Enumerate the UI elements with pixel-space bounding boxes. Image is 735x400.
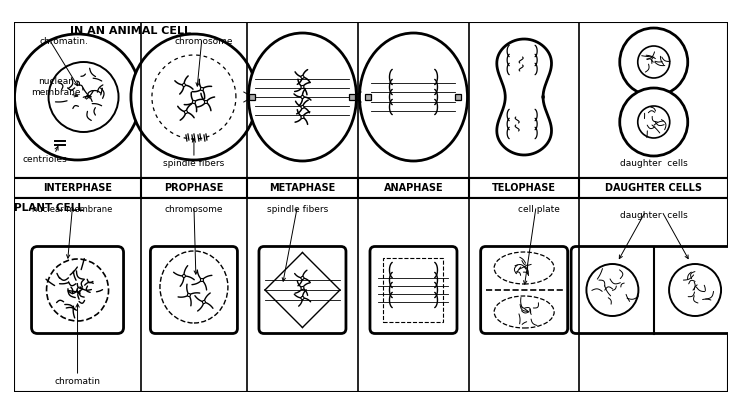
Circle shape	[15, 34, 140, 160]
Bar	[349, 94, 356, 100]
Circle shape	[301, 286, 304, 290]
Circle shape	[301, 116, 304, 118]
Circle shape	[184, 110, 187, 114]
Circle shape	[620, 88, 688, 156]
Circle shape	[131, 34, 257, 160]
Text: TELOPHASE: TELOPHASE	[492, 183, 556, 193]
Text: nuclear
membrane: nuclear membrane	[31, 77, 80, 97]
Circle shape	[301, 106, 304, 108]
Circle shape	[301, 276, 304, 280]
FancyBboxPatch shape	[481, 246, 567, 334]
Circle shape	[182, 274, 185, 278]
Bar	[249, 94, 256, 100]
Circle shape	[202, 300, 205, 304]
FancyBboxPatch shape	[370, 246, 457, 334]
Text: daughter  cells: daughter cells	[620, 212, 688, 220]
Text: nuclear membrane: nuclear membrane	[32, 204, 112, 214]
Text: chromosome: chromosome	[175, 38, 233, 46]
Circle shape	[620, 28, 688, 96]
Text: DAUGHTER CELLS: DAUGHTER CELLS	[605, 183, 702, 193]
Text: PLANT CELL: PLANT CELL	[14, 203, 84, 213]
Bar	[14, 198, 728, 392]
Ellipse shape	[160, 251, 228, 323]
Text: spindle fibers: spindle fibers	[267, 204, 328, 214]
Bar	[384, 258, 443, 322]
Text: IN AN ANIMAL CELL: IN AN ANIMAL CELL	[70, 26, 191, 36]
Text: cell plate: cell plate	[518, 204, 560, 214]
Circle shape	[182, 84, 185, 86]
Text: INTERPHASE: INTERPHASE	[43, 183, 112, 193]
Circle shape	[638, 46, 670, 78]
Bar	[0, 392, 735, 400]
Text: spindle fibers: spindle fibers	[163, 160, 225, 168]
FancyBboxPatch shape	[571, 246, 735, 334]
Ellipse shape	[494, 296, 554, 328]
Circle shape	[669, 264, 721, 316]
Ellipse shape	[248, 33, 356, 161]
Text: ANAPHASE: ANAPHASE	[384, 183, 443, 193]
FancyBboxPatch shape	[32, 246, 123, 334]
Circle shape	[193, 100, 196, 104]
Circle shape	[201, 278, 204, 282]
Circle shape	[638, 106, 670, 138]
Circle shape	[587, 264, 639, 316]
Bar	[0, 0, 14, 400]
Circle shape	[301, 86, 304, 88]
Text: daughter  cells: daughter cells	[620, 160, 688, 168]
Text: chromatin.: chromatin.	[40, 38, 88, 46]
Ellipse shape	[359, 33, 467, 161]
Ellipse shape	[494, 252, 554, 284]
Text: centrioles: centrioles	[22, 156, 67, 164]
Bar	[728, 0, 735, 400]
Circle shape	[187, 294, 190, 296]
Text: METAPHASE: METAPHASE	[269, 183, 336, 193]
Bar	[0, 0, 735, 22]
FancyBboxPatch shape	[259, 246, 346, 334]
Circle shape	[301, 76, 304, 78]
Circle shape	[49, 62, 118, 132]
Circle shape	[301, 96, 304, 98]
Ellipse shape	[46, 259, 109, 321]
Bar	[456, 94, 462, 100]
Bar	[14, 178, 728, 198]
Text: chromatin: chromatin	[54, 378, 101, 386]
Circle shape	[204, 100, 207, 104]
Text: chromosome: chromosome	[165, 204, 223, 214]
Bar	[365, 94, 371, 100]
Circle shape	[301, 296, 304, 300]
FancyBboxPatch shape	[151, 246, 237, 334]
Circle shape	[201, 88, 204, 90]
Bar	[14, 22, 728, 178]
Text: PROPHASE: PROPHASE	[164, 183, 223, 193]
